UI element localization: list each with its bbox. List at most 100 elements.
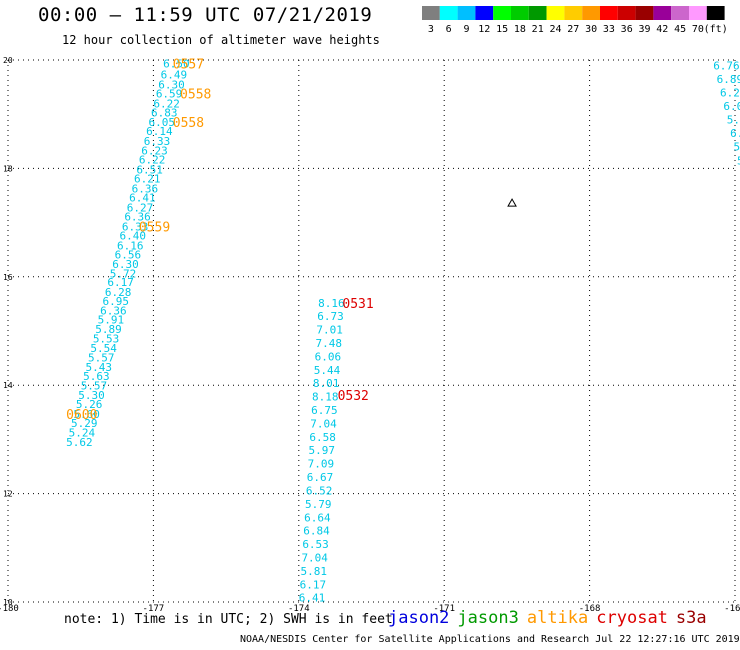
wave-height-value: 5.29 (71, 417, 98, 430)
wave-height-value: 8.18 (312, 391, 339, 404)
x-tick-label: -180 (0, 604, 19, 612)
wave-height-value: 7.48 (316, 337, 343, 350)
legend-cryosat: cryosat (596, 608, 668, 628)
wave-height-value: 5.26 (76, 398, 103, 411)
wave-height-value: 6.23 (720, 87, 740, 100)
wave-height-value: 6.83 (151, 107, 178, 120)
color-swatch (564, 6, 583, 20)
wave-height-value: 6.51 (136, 163, 163, 176)
color-swatch (546, 6, 565, 20)
wave-height-value: 5.72 (110, 268, 137, 281)
time-label: 0532 (338, 389, 369, 404)
color-swatch (475, 6, 494, 20)
wave-height-chart: -180 -177 -174 -171 -168 -165 10 12 14 16 18 20 6.50… (0, 56, 740, 612)
wave-height-value: 5.91 (98, 314, 125, 327)
y-tick-label: 18 (3, 164, 13, 173)
satellite-legend: jason2 jason3 altika cryosat s3a (388, 608, 715, 628)
color-scale-label: 3 (428, 24, 434, 34)
wave-height-value: 5.24 (69, 426, 96, 439)
wave-height-value: 7.04 (301, 551, 328, 564)
color-scale-label: 27 (567, 24, 579, 34)
y-tick-label: 14 (3, 381, 13, 390)
wave-height-value: 6.84 (303, 525, 330, 538)
wave-height-value: 6.59 (156, 88, 183, 101)
wave-height-value: 6.67 (307, 471, 334, 484)
wave-height-value: 5.5 (734, 141, 740, 154)
wave-height-value: 6.30 (112, 258, 139, 271)
footer-credit: NOAA/NESDIS Center for Satellite Applica… (240, 634, 740, 645)
wave-height-value: 5.79 (305, 498, 332, 511)
color-scale-label: 9 (463, 24, 469, 34)
wave-height-value: 6.36 (100, 304, 127, 317)
time-label: 0558 (173, 116, 204, 131)
note-text: note: 1) Time is in UTC; 2) SWH is in fe… (64, 612, 393, 627)
x-tick-label: -165 (724, 604, 740, 612)
color-swatch (617, 6, 636, 20)
wave-height-value: 6.22 (139, 154, 166, 167)
wave-height-value: 7.01 (316, 324, 343, 337)
wave-height-value: 6.53 (302, 538, 329, 551)
wave-height-value: 6.49 (161, 69, 188, 82)
color-scale-label: 70 (692, 24, 704, 34)
wave-height-value: 5.30 (78, 389, 105, 402)
color-scale-label: 15 (496, 24, 508, 34)
wave-height-value: 6.17 (300, 578, 327, 591)
wave-height-value: 6.56 (115, 249, 142, 262)
wave-height-value: 5.57 (81, 380, 108, 393)
color-swatch (582, 6, 600, 20)
color-swatch (671, 6, 689, 20)
color-swatch (706, 6, 725, 20)
wave-height-value: 5.89 (95, 323, 122, 336)
wave-height-value: 8.16 (318, 297, 345, 310)
wave-height-value: 6.40 (119, 230, 145, 243)
wave-height-value: 5.81 (301, 565, 328, 578)
color-swatch (439, 6, 458, 20)
chart-title: 00:00 – 11:59 UTC 07/21/2019 (38, 4, 373, 26)
island-marker (507, 198, 517, 207)
legend-altika: altika (526, 608, 589, 628)
time-label: 0557 (173, 57, 204, 72)
color-swatch (511, 6, 529, 20)
color-swatch (653, 6, 672, 20)
color-scale-label: 18 (514, 24, 526, 34)
wave-height-value: 6.27 (127, 201, 154, 214)
color-swatch (528, 6, 547, 20)
color-swatch (493, 6, 511, 20)
wave-height-value: 6.14 (146, 125, 173, 138)
color-scale-label: 21 (532, 24, 544, 34)
wave-height-value: 5.43 (86, 361, 113, 374)
wave-height-value: 5.97 (308, 444, 335, 457)
wave-height-value: 6.05 (149, 116, 176, 129)
wave-height-value: 6.75 (311, 404, 338, 417)
wave-height-value: 6.17 (107, 276, 133, 289)
wave-height-value: 6.23 (141, 145, 168, 158)
wave-height-value: 6.33 (122, 220, 149, 233)
wave-height-value: 6.41 (129, 192, 156, 205)
wave-height-value: 6.33 (144, 135, 171, 148)
time-label: 0559 (139, 220, 170, 235)
wave-height-value: 6.36 (132, 182, 159, 195)
color-scale-label: 24 (549, 24, 561, 34)
color-scale-label: 45 (674, 24, 686, 34)
color-scale-label: 30 (585, 24, 597, 34)
wave-height-value: 6.30 (158, 78, 185, 91)
wave-height-value: 5.57 (88, 352, 115, 365)
wave-height-value: 5.63 (83, 370, 110, 383)
wave-height-value: 5.60 (73, 408, 100, 421)
wave-height-value: 6.36 (124, 211, 151, 224)
x-tick-label: -168 (579, 604, 601, 612)
wave-height-value: 6.58 (309, 431, 336, 444)
color-scale-label: 6 (446, 24, 452, 34)
color-scale-label: 42 (656, 24, 668, 34)
wave-height-value: 6.16 (117, 239, 144, 252)
wave-height-value: 8.01 (313, 377, 340, 390)
y-tick-label: 20 (3, 56, 13, 65)
wave-height-value: 6.64 (304, 511, 331, 524)
legend-jason2: jason2 (388, 608, 450, 628)
color-swatch (457, 6, 476, 20)
wave-height-value: 5.44 (314, 364, 341, 377)
wave-height-value: 6.21 (134, 173, 161, 186)
color-swatch (600, 6, 618, 20)
y-tick-label: 12 (3, 490, 13, 499)
wave-height-value: 6.73 (317, 310, 344, 323)
